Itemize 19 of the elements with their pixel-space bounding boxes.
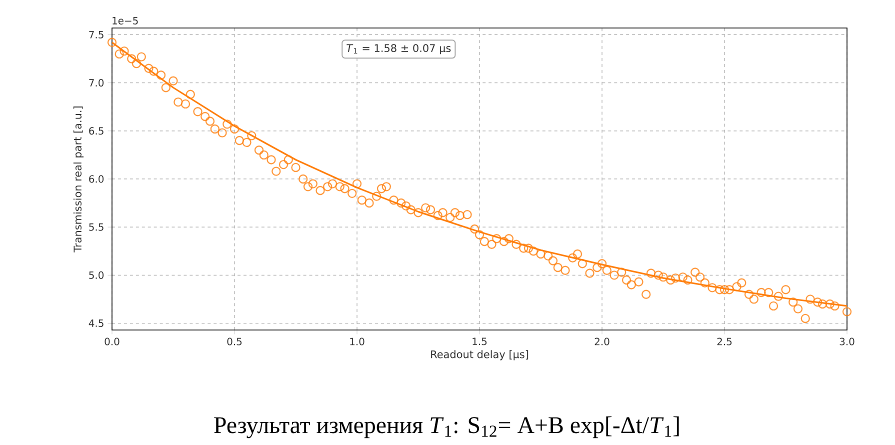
y-tick-label: 5.5 bbox=[89, 223, 104, 231]
x-tick-label: 1.0 bbox=[350, 338, 364, 346]
y-tick-label: 6.5 bbox=[89, 127, 104, 135]
y-tick-label: 7.5 bbox=[89, 31, 104, 38]
x-tick-label: 1.5 bbox=[472, 338, 487, 346]
text: 1e−5 bbox=[112, 17, 138, 24]
x-tick-label: 0.5 bbox=[227, 338, 242, 346]
annotation: T$_{1}$ = 1.58 ± 0.07 μs bbox=[346, 44, 451, 54]
x-tick-label: 0.0 bbox=[104, 338, 120, 346]
y-tick-label: 4.5 bbox=[88, 320, 104, 327]
x-tick-label: 2.0 bbox=[594, 338, 610, 346]
text: Результат измерения T$_{1}$: S$_{12}$= A+B exp[-Δt/T$_{1}$] bbox=[214, 416, 679, 438]
x-tick-label: 3.0 bbox=[840, 338, 854, 346]
x-axis-title: Readout delay [μs] bbox=[431, 350, 528, 360]
x-tick-label: 2.5 bbox=[717, 338, 732, 346]
y-tick-label: 5.0 bbox=[89, 271, 104, 279]
y-axis-title: Transmission real part [a.u.] bbox=[73, 106, 84, 252]
y-tick-label: 6.0 bbox=[89, 175, 104, 183]
y-tick-label: 7.0 bbox=[89, 79, 104, 87]
